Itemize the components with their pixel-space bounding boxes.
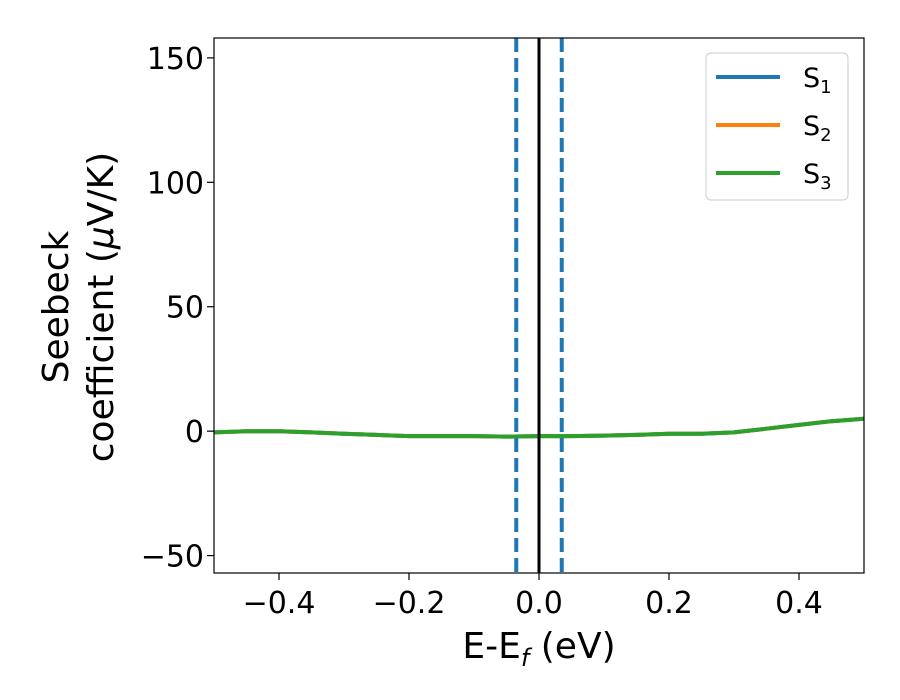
y-axis-label-line1: Seebeck [36,230,77,383]
y-axis-ticks: −50 0 50 100 150 [141,42,214,575]
y-axis-label: Seebeck coefficient (μV/K) [36,152,122,462]
legend-label-s2: S2 [803,111,832,146]
y-tick-label: 150 [147,42,204,77]
plot-content [214,38,864,573]
legend-label-s3: S3 [803,159,832,194]
x-tick-label: 0.4 [775,586,823,621]
x-tick-label: 0.0 [515,586,563,621]
x-tick-label: −0.2 [373,586,446,621]
x-tick-label: −0.4 [243,586,316,621]
x-axis-ticks: −0.4 −0.2 0.0 0.2 0.4 [243,573,823,621]
x-axis-label: E-Ef (eV) [462,626,615,672]
y-tick-label: −50 [141,540,204,575]
y-tick-label: 100 [147,166,204,201]
x-tick-label: 0.2 [645,586,693,621]
y-axis-label-line2: coefficient (μV/K) [81,152,122,462]
legend-label-s1: S1 [803,63,832,98]
y-tick-label: 0 [185,415,204,450]
legend: S1 S2 S3 [705,52,849,201]
y-tick-label: 50 [166,291,204,326]
